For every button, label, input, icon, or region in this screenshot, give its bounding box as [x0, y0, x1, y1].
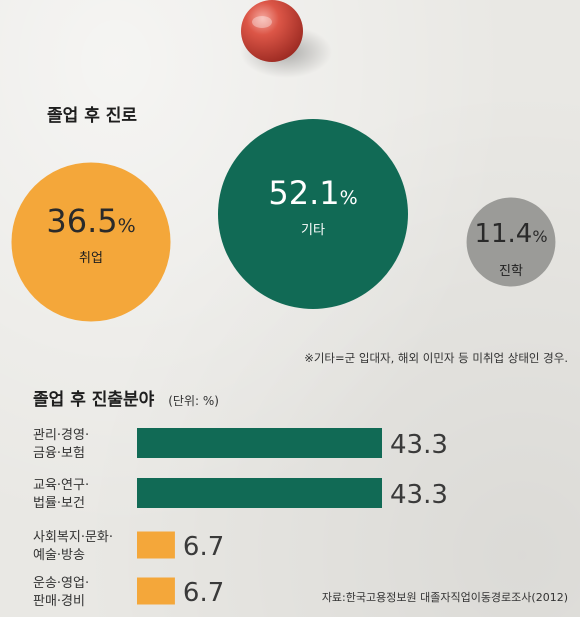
category-label-4-1: 운송·영업·: [33, 576, 89, 591]
bar-section-title: 졸업 후 진출분야 (단위: %): [33, 389, 219, 410]
bubble-employment: [11, 162, 171, 322]
bubble-label-employment: 취업: [79, 251, 103, 266]
bar-2: [137, 478, 382, 508]
bar-group: 관리·경영· 금융·보험 43.3 교육·연구· 법률·보건 43.3 사회복지·문화· 예술…: [33, 428, 448, 609]
bubble-footnote: ※기타=군 입대자, 해외 이민자 등 미취업 상태인 경우.: [304, 351, 568, 365]
bar-value-label-3: 6.7: [183, 532, 224, 562]
category-label-4-2: 판매·경비: [33, 594, 85, 609]
bubble-further-study: [466, 197, 556, 287]
category-label-1-2: 금융·보험: [33, 446, 85, 461]
category-label-3-2: 예술·방송: [33, 548, 85, 563]
bar-value-label-2: 43.3: [390, 480, 448, 510]
bar-3: [137, 531, 175, 559]
bar-section-title-text: 졸업 후 진출분야: [33, 389, 155, 410]
category-label-1-1: 관리·경영·: [33, 428, 89, 443]
bar-4: [137, 577, 175, 605]
bubble-section-title: 졸업 후 진로: [47, 105, 137, 126]
bar-value-label-4: 6.7: [183, 578, 224, 608]
category-label-3-1: 사회복지·문화·: [33, 530, 113, 545]
bubble-value-further-study: 11.4%: [474, 219, 547, 249]
unit-label: (단위: %): [168, 394, 219, 408]
bubble-value-employment: 36.5%: [46, 202, 135, 240]
push-pin-icon: [240, 0, 332, 78]
bubble-label-further-study: 진학: [499, 264, 523, 279]
bar-1: [137, 428, 382, 458]
bubble-group: 36.5% 취업 52.1% 기타 11.4% 진학: [11, 119, 556, 322]
bar-value-label-1: 43.3: [390, 430, 448, 460]
bubble-label-other: 기타: [301, 223, 325, 238]
category-label-2-2: 법률·보건: [33, 496, 85, 511]
source-note: 자료:한국고용정보원 대졸자직업이동경로조사(2012): [322, 591, 568, 604]
bubble-other: [218, 119, 408, 309]
bubble-value-other: 52.1%: [268, 174, 357, 212]
category-label-2-1: 교육·연구·: [33, 478, 89, 493]
